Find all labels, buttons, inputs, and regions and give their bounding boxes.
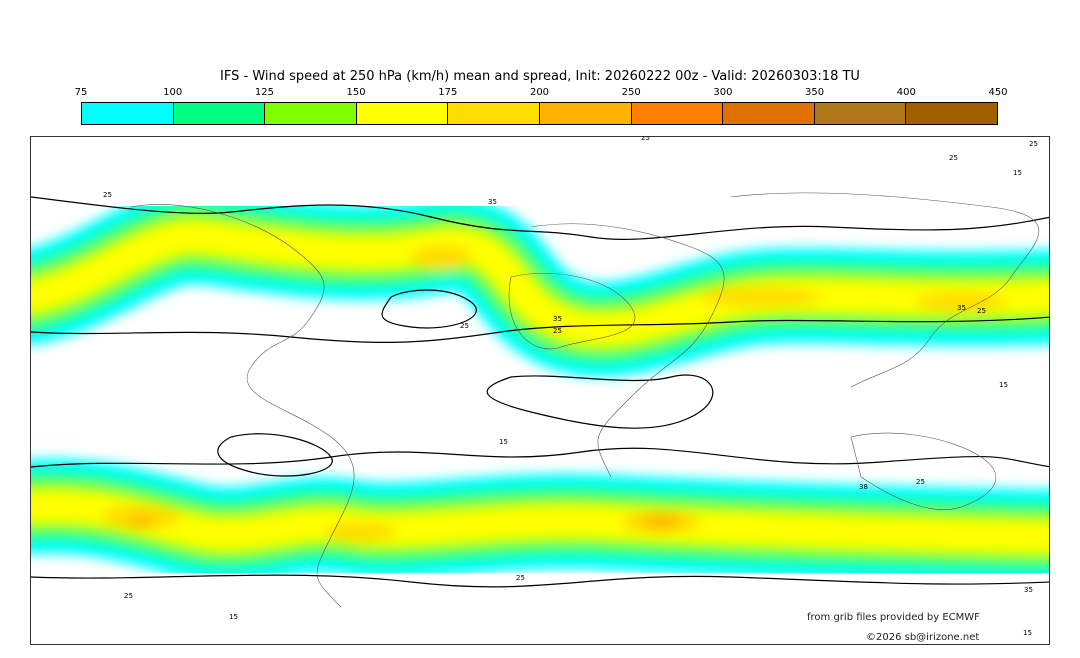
colorbar-segment [631, 103, 724, 124]
colorbar-tick: 100 [163, 87, 183, 98]
colorbar-tick: 175 [438, 87, 458, 98]
contour-label: 25 [460, 322, 469, 330]
colorbar-segment [448, 103, 540, 124]
colorbar-tick: 400 [896, 87, 916, 98]
contour-label: 25 [103, 191, 112, 199]
contour-label: 25 [553, 327, 562, 335]
wind-core [916, 292, 1006, 312]
colorbar-segment [539, 103, 632, 124]
contour-label: 25 [516, 574, 525, 582]
contour-label: 25 [1029, 140, 1038, 148]
contour-label: 15 [229, 613, 238, 621]
contour-label: 25 [977, 307, 986, 315]
colorbar-tick: 150 [346, 87, 366, 98]
contour-label: 35 [553, 315, 562, 323]
colorbar [81, 102, 998, 125]
map-title: IFS - Wind speed at 250 hPa (km/h) mean … [220, 69, 860, 84]
colorbar-tick: 125 [254, 87, 274, 98]
colorbar-segment [265, 103, 357, 124]
wind-core-max [641, 516, 681, 528]
colorbar-tick: 75 [74, 87, 88, 98]
source-credit: from grib files provided by ECMWF [807, 612, 980, 623]
colorbar-segment [906, 103, 997, 124]
colorbar-segment [814, 103, 907, 124]
wind-core [701, 287, 821, 307]
contour-label: 25 [949, 154, 958, 162]
spread-contours [31, 196, 1049, 588]
contour-label: 15 [999, 381, 1008, 389]
map-panel: 25 25 25 15 25 35 35 25 25 35 25 15 15 38 25 25 25 15 35 15 [30, 136, 1050, 645]
colorbar-segment [356, 103, 449, 124]
colorbar-segment [173, 103, 266, 124]
contour-labels: 25 25 25 15 25 35 35 25 25 35 25 15 15 38 25 25 25 15 35 15 [103, 137, 1038, 637]
wind-core-max [126, 517, 156, 527]
contour-label: 25 [124, 592, 133, 600]
contour-label: 35 [488, 198, 497, 206]
coastlines [130, 192, 1040, 608]
contour-label: 38 [859, 483, 868, 491]
contour-label: 15 [1013, 169, 1022, 177]
contour-label: 15 [499, 438, 508, 446]
colorbar-tick: 350 [805, 87, 825, 98]
wind-speed-map: 25 25 25 15 25 35 35 25 25 35 25 15 15 38 25 25 25 15 35 15 [31, 137, 1049, 637]
colorbar-tick: 200 [529, 87, 550, 98]
copyright-credit: ©2026 sb@irizone.net [866, 632, 980, 643]
colorbar-segment [82, 103, 174, 124]
colorbar-segment [723, 103, 815, 124]
contour-label: 35 [957, 304, 966, 312]
contour-label: 25 [916, 478, 925, 486]
wind-speed-bands [31, 189, 1049, 585]
wind-core [411, 245, 471, 269]
colorbar-tick: 300 [713, 87, 733, 98]
wind-core [326, 522, 396, 542]
colorbar-tick: 450 [988, 87, 1008, 98]
contour-label: 15 [1023, 629, 1032, 637]
contour-label: 35 [1024, 586, 1033, 594]
colorbar-tick: 250 [621, 87, 641, 98]
contour-label: 25 [641, 137, 650, 142]
